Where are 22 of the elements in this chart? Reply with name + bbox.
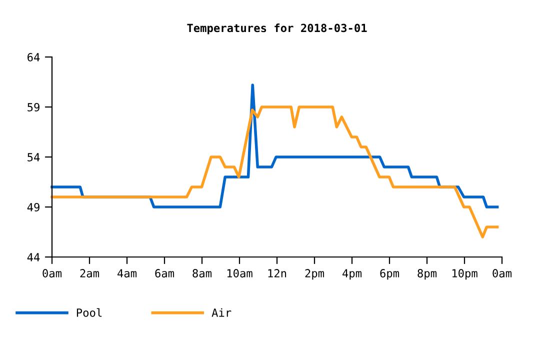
x-tick-label: 0am	[492, 269, 512, 278]
y-tick-label: 64	[28, 53, 40, 62]
x-tick-label: 8pm	[418, 269, 437, 280]
x-tick-label: 0am	[42, 269, 62, 278]
y-tick-label: 49	[27, 203, 40, 212]
y-tick-label: 44	[27, 253, 40, 262]
x-tick-label: 4am	[118, 269, 137, 278]
x-tick-label: 4pm	[342, 269, 362, 280]
x-tick-label: 10pm	[452, 269, 478, 280]
chart-title: Temperatures for 2018-03-01	[187, 24, 367, 34]
x-tick-label: 10am	[227, 269, 252, 278]
y-tick-label: 54	[28, 153, 40, 162]
x-tick-label: 6pm	[380, 269, 400, 280]
line-series	[50, 106, 499, 238]
x-tick-label: 2am	[80, 269, 100, 278]
legend-label: Air	[212, 308, 232, 317]
x-tick-label: 6am	[155, 269, 174, 278]
legend-label: Pool	[76, 308, 102, 317]
x-tick-label: 2pm	[305, 269, 324, 280]
x-tick-label: 12n	[268, 269, 286, 278]
x-tick-label: 8am	[192, 269, 212, 278]
y-tick-label: 59	[28, 103, 40, 112]
